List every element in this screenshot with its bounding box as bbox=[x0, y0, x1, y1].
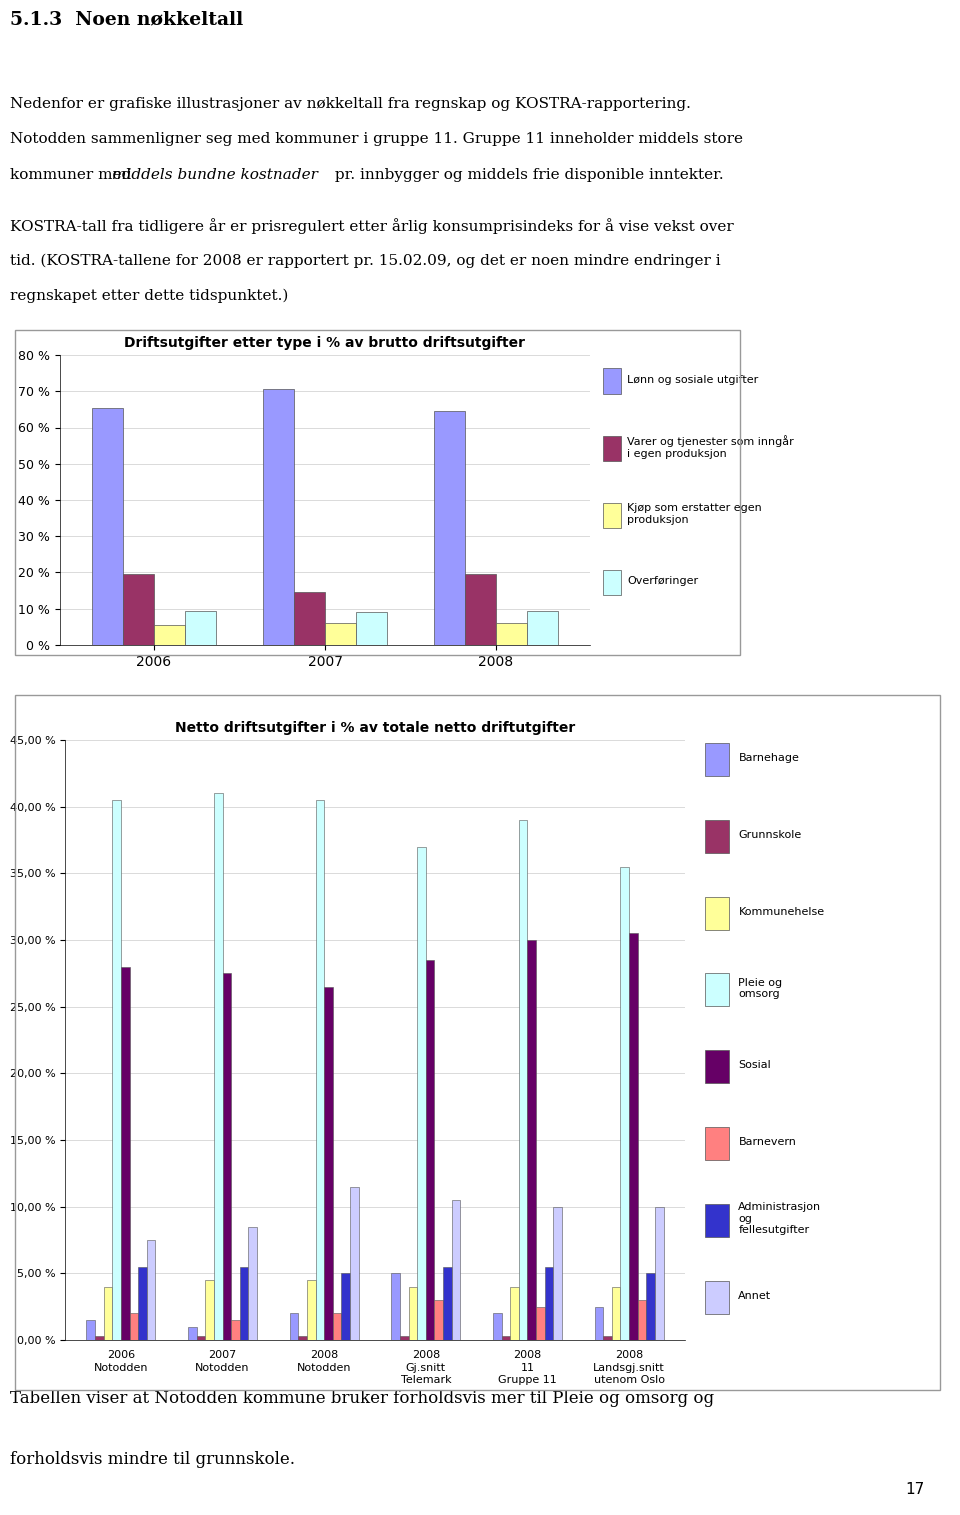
Text: pr. innbygger og middels frie disponible inntekter.: pr. innbygger og middels frie disponible… bbox=[329, 168, 723, 182]
Bar bbox=[123, 574, 154, 645]
Bar bbox=[294, 592, 325, 645]
Bar bbox=[249, 1227, 257, 1339]
Text: Annet: Annet bbox=[738, 1291, 772, 1300]
Bar bbox=[444, 1267, 452, 1339]
Bar bbox=[104, 1286, 112, 1339]
Text: Administrasjon
og
fellesutgifter: Administrasjon og fellesutgifter bbox=[738, 1203, 822, 1235]
Bar bbox=[705, 897, 729, 930]
Bar bbox=[655, 1206, 663, 1339]
Bar bbox=[544, 1267, 553, 1339]
Text: Barnehage: Barnehage bbox=[738, 753, 800, 764]
Bar bbox=[629, 933, 637, 1339]
Bar bbox=[325, 623, 356, 645]
Bar bbox=[527, 939, 536, 1339]
Text: Tabellen viser at Notodden kommune bruker forholdsvis mer til Pleie og omsorg og: Tabellen viser at Notodden kommune bruke… bbox=[10, 1389, 714, 1407]
Bar bbox=[705, 820, 729, 853]
Bar bbox=[637, 1300, 646, 1339]
Bar bbox=[553, 1206, 562, 1339]
Bar bbox=[603, 436, 621, 461]
Text: kommuner med: kommuner med bbox=[10, 168, 136, 182]
Bar bbox=[536, 1306, 544, 1339]
Bar bbox=[185, 611, 216, 645]
Text: Nedenfor er grafiske illustrasjoner av nøkkeltall fra regnskap og KOSTRA-rapport: Nedenfor er grafiske illustrasjoner av n… bbox=[10, 97, 691, 111]
Bar bbox=[188, 1327, 197, 1339]
Bar bbox=[603, 1336, 612, 1339]
Bar bbox=[612, 1286, 620, 1339]
Bar bbox=[705, 1127, 729, 1160]
Bar bbox=[594, 1306, 603, 1339]
Bar bbox=[92, 408, 123, 645]
Bar bbox=[518, 820, 527, 1339]
Bar bbox=[86, 1320, 95, 1339]
Text: Grunnskole: Grunnskole bbox=[738, 830, 802, 839]
Bar bbox=[400, 1336, 409, 1339]
Bar bbox=[324, 986, 333, 1339]
Bar bbox=[121, 967, 130, 1339]
Bar bbox=[130, 1314, 138, 1339]
Text: tid. (KOSTRA-tallene for 2008 er rapportert pr. 15.02.09, og det er noen mindre : tid. (KOSTRA-tallene for 2008 er rapport… bbox=[10, 253, 721, 268]
Text: 17: 17 bbox=[905, 1483, 924, 1497]
Text: Barnevern: Barnevern bbox=[738, 1136, 796, 1147]
Bar bbox=[418, 847, 426, 1339]
Text: middels bundne kostnader: middels bundne kostnader bbox=[111, 168, 318, 182]
Text: Varer og tjenester som inngår
i egen produksjon: Varer og tjenester som inngår i egen pro… bbox=[627, 435, 794, 459]
Bar bbox=[705, 742, 729, 776]
Bar bbox=[426, 961, 435, 1339]
Bar bbox=[307, 1280, 316, 1339]
Bar bbox=[435, 1300, 444, 1339]
Bar bbox=[492, 1314, 501, 1339]
Bar bbox=[333, 1314, 342, 1339]
Bar bbox=[147, 1239, 156, 1339]
Text: Lønn og sosiale utgifter: Lønn og sosiale utgifter bbox=[627, 374, 758, 385]
Bar bbox=[290, 1314, 299, 1339]
Text: Pleie og
omsorg: Pleie og omsorg bbox=[738, 977, 782, 1000]
Bar bbox=[705, 1204, 729, 1236]
Bar bbox=[620, 867, 629, 1339]
Bar bbox=[214, 794, 223, 1339]
Text: forholdsvis mindre til grunnskole.: forholdsvis mindre til grunnskole. bbox=[10, 1450, 295, 1468]
Bar bbox=[240, 1267, 249, 1339]
Text: Kommunehelse: Kommunehelse bbox=[738, 906, 825, 917]
Text: Notodden sammenligner seg med kommuner i gruppe 11. Gruppe 11 inneholder middels: Notodden sammenligner seg med kommuner i… bbox=[10, 132, 743, 147]
Bar bbox=[263, 389, 294, 645]
Text: 5.1.3  Noen nøkkeltall: 5.1.3 Noen nøkkeltall bbox=[10, 11, 243, 27]
Bar bbox=[316, 800, 324, 1339]
Bar bbox=[510, 1286, 518, 1339]
Bar bbox=[350, 1186, 359, 1339]
Bar bbox=[527, 611, 558, 645]
Bar bbox=[392, 1273, 400, 1339]
Bar bbox=[646, 1273, 655, 1339]
Title: Netto driftsutgifter i % av totale netto driftutgifter: Netto driftsutgifter i % av totale netto… bbox=[175, 721, 575, 735]
Bar bbox=[154, 626, 185, 645]
Bar bbox=[223, 973, 231, 1339]
Text: KOSTRA-tall fra tidligere år er prisregulert etter årlig konsumprisindeks for å : KOSTRA-tall fra tidligere år er prisregu… bbox=[10, 218, 733, 233]
Bar bbox=[409, 1286, 418, 1339]
Bar bbox=[435, 411, 466, 645]
Bar bbox=[603, 503, 621, 529]
Bar bbox=[705, 1050, 729, 1083]
Text: Kjøp som erstatter egen
produksjon: Kjøp som erstatter egen produksjon bbox=[627, 503, 761, 524]
Bar bbox=[299, 1336, 307, 1339]
Bar bbox=[356, 612, 387, 645]
Bar bbox=[205, 1280, 214, 1339]
Text: Overføringer: Overføringer bbox=[627, 576, 698, 586]
Bar bbox=[95, 1336, 104, 1339]
Bar bbox=[705, 974, 729, 1006]
Bar bbox=[466, 574, 496, 645]
Bar bbox=[138, 1267, 147, 1339]
Bar bbox=[603, 368, 621, 394]
Title: Driftsutgifter etter type i % av brutto driftsutgifter: Driftsutgifter etter type i % av brutto … bbox=[125, 336, 525, 350]
Bar bbox=[603, 570, 621, 595]
Bar bbox=[342, 1273, 350, 1339]
Text: regnskapet etter dette tidspunktet.): regnskapet etter dette tidspunktet.) bbox=[10, 289, 288, 303]
Bar bbox=[705, 1280, 729, 1314]
Bar bbox=[112, 800, 121, 1339]
Bar bbox=[197, 1336, 205, 1339]
Bar bbox=[496, 623, 527, 645]
Bar bbox=[452, 1200, 461, 1339]
Bar bbox=[231, 1320, 240, 1339]
Bar bbox=[501, 1336, 510, 1339]
Text: Sosial: Sosial bbox=[738, 1060, 771, 1070]
